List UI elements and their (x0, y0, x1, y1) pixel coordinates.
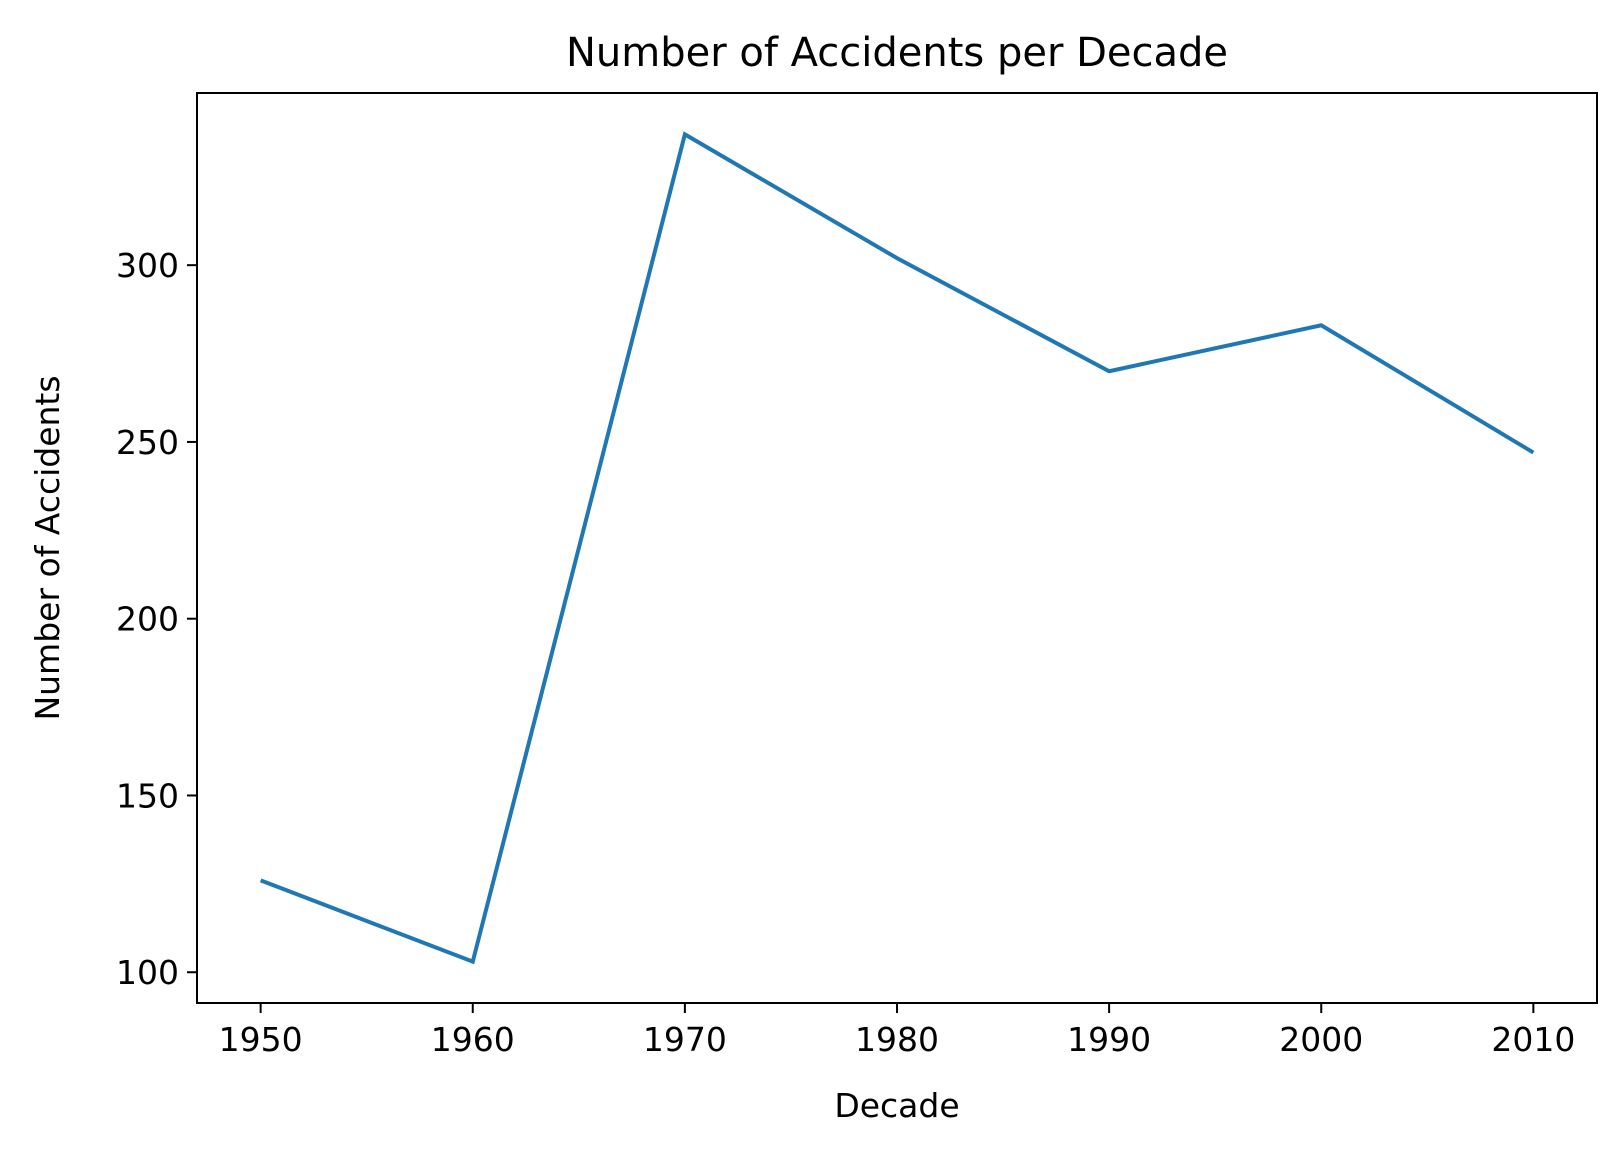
x-tick-label: 1950 (219, 1020, 303, 1059)
x-tick-label: 1960 (431, 1020, 515, 1059)
series-layer (259, 131, 1535, 965)
y-axis-label: Number of Accidents (28, 375, 67, 720)
series-line-0 (259, 131, 1535, 965)
y-axis-ticks: 100 150 200 250 300 (116, 246, 197, 992)
x-tick-label: 1970 (643, 1020, 727, 1059)
x-axis-ticks: 1950 1960 1970 1980 1990 2000 2010 (219, 1003, 1575, 1059)
x-axis-label: Decade (834, 1086, 959, 1125)
plot-area: 1950 1960 1970 1980 1990 2000 2010 100 150 200 25… (116, 92, 1598, 1059)
y-tick-label: 100 (116, 953, 179, 992)
x-tick-label: 2000 (1279, 1020, 1363, 1059)
x-tick-label: 2010 (1491, 1020, 1575, 1059)
y-tick-label: 150 (116, 776, 179, 815)
plot-frame (196, 92, 1598, 1004)
y-tick-label: 200 (116, 600, 179, 639)
chart-title: Number of Accidents per Decade (566, 30, 1228, 76)
y-tick-label: 300 (116, 246, 179, 285)
x-tick-label: 1990 (1067, 1020, 1151, 1059)
y-tick-label: 250 (116, 423, 179, 462)
x-tick-label: 1980 (855, 1020, 939, 1059)
